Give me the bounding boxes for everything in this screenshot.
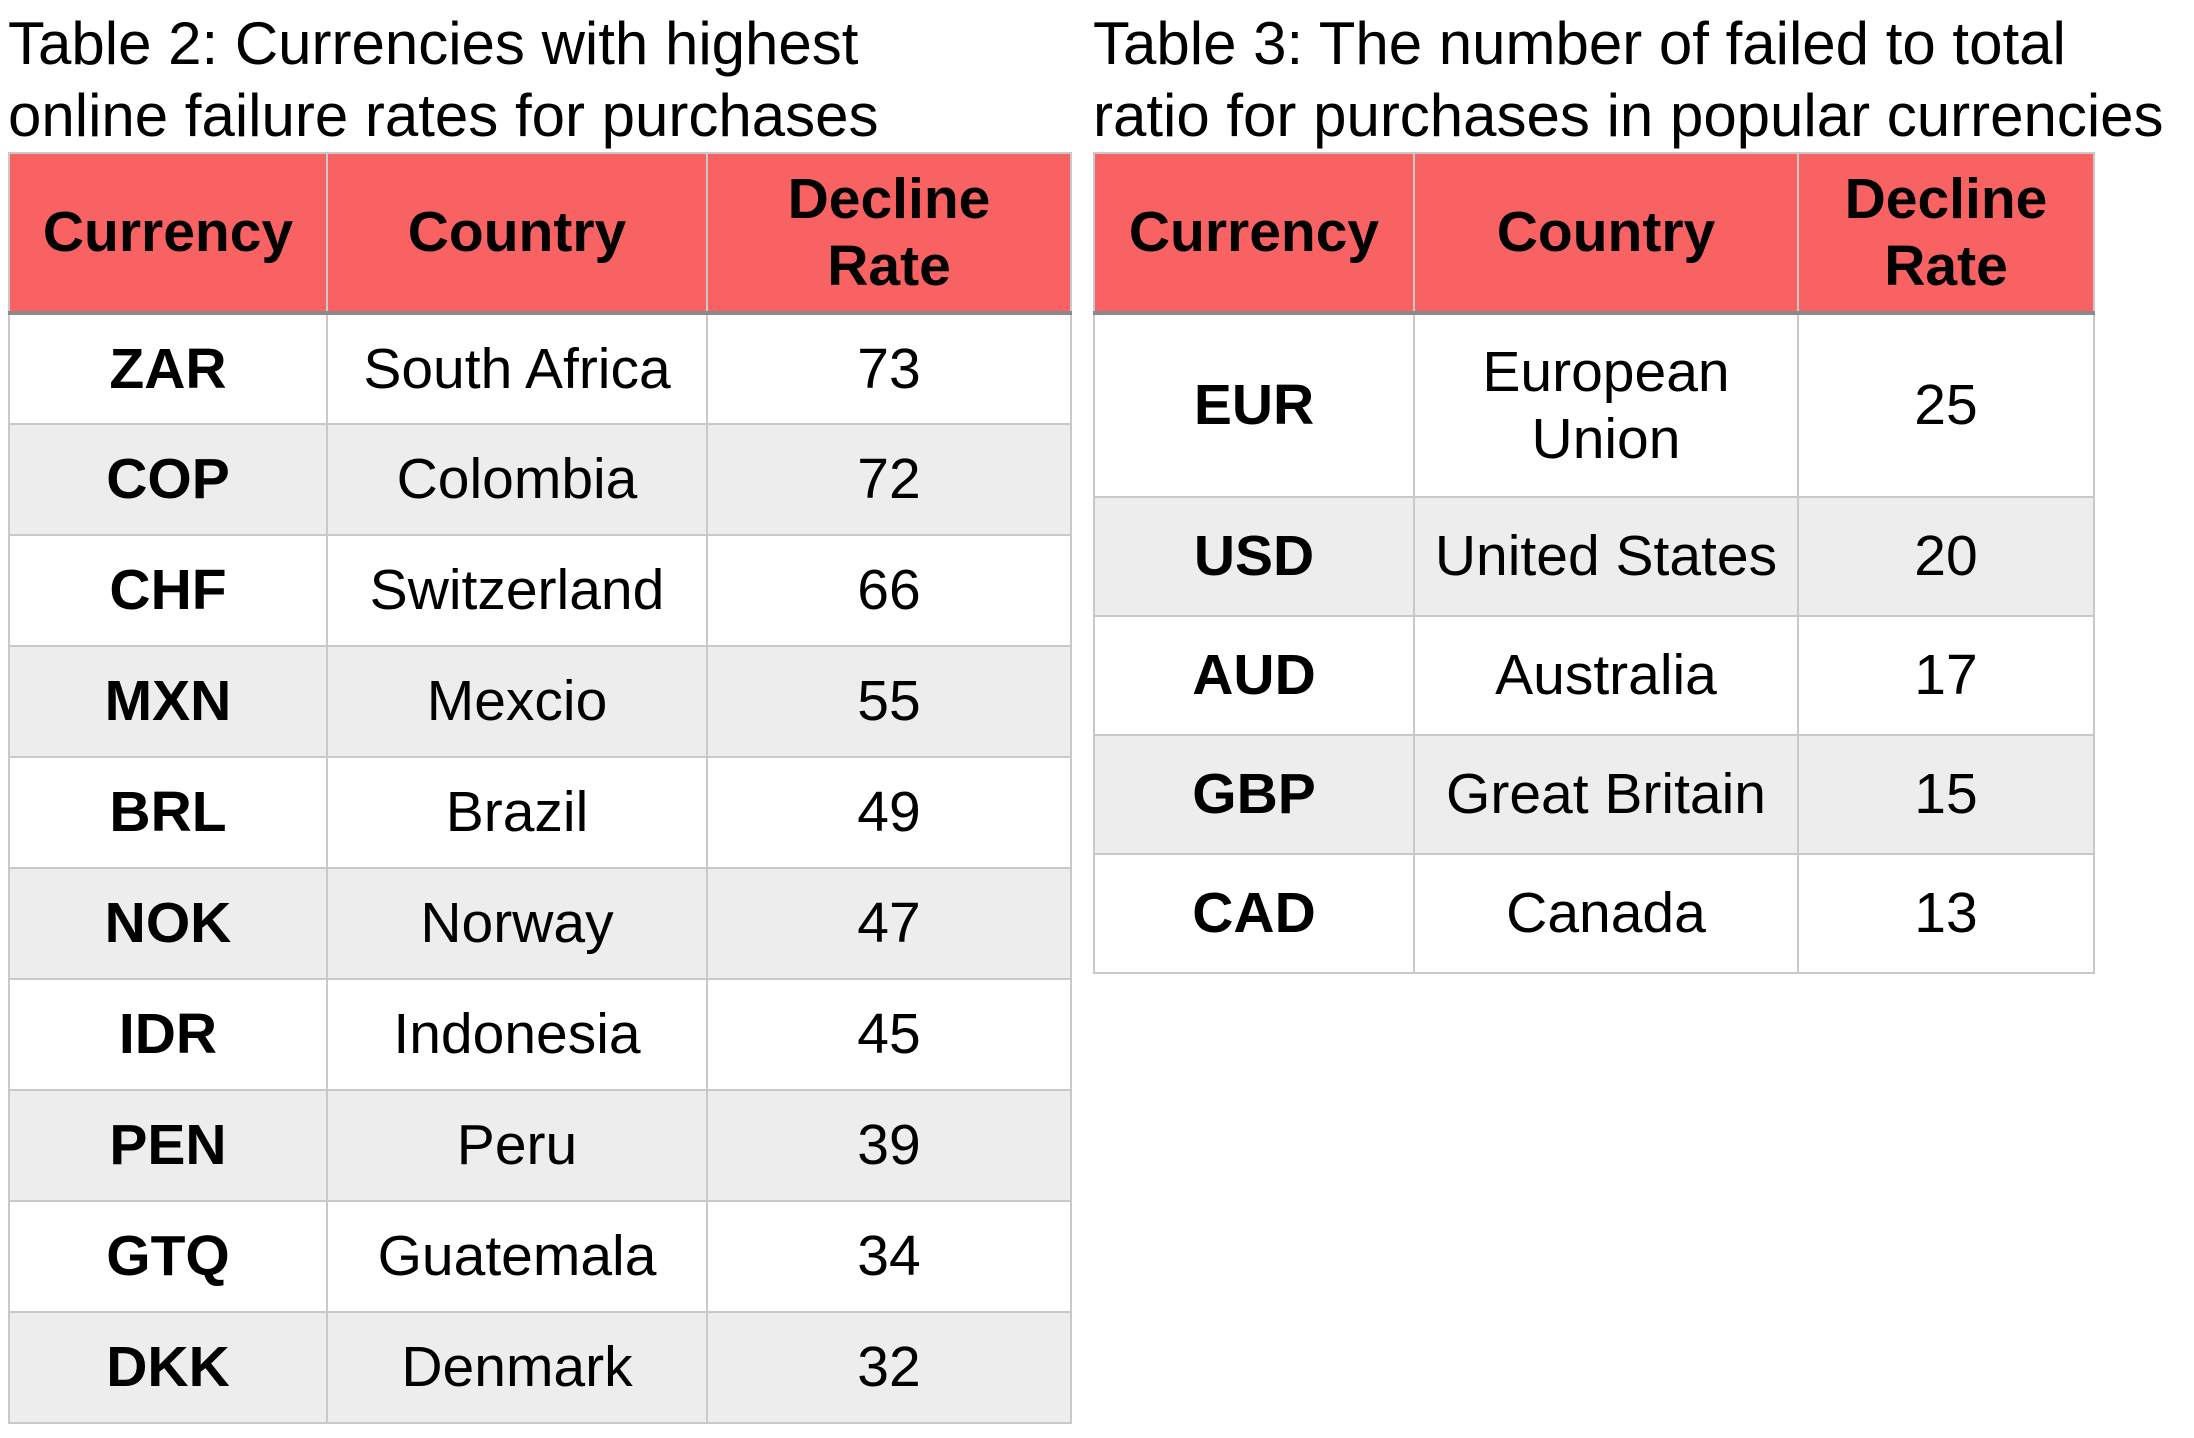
table-3-caption-line-1: Table 3: The number of failed to total	[1093, 10, 2066, 77]
currency-code-cell: DKK	[8, 1311, 328, 1424]
currency-code-cell: COP	[8, 423, 328, 536]
table-2-caption-line-1: Table 2: Currencies with highest	[8, 10, 859, 77]
decline-rate-cell: 39	[706, 1089, 1072, 1202]
currency-code-cell: BRL	[8, 756, 328, 869]
table-row: PEN Peru 39	[8, 1089, 1072, 1202]
table-2-caption: Table 2: Currencies with highest online f…	[8, 8, 1070, 152]
decline-rate-cell: 15	[1797, 734, 2095, 855]
table-2-section: Table 2: Currencies with highest online f…	[8, 0, 1072, 1424]
table-row: AUD Australia 17	[1093, 615, 2095, 736]
decline-rate-cell: 34	[706, 1200, 1072, 1313]
table-3-header-currency: Currency	[1093, 152, 1415, 315]
currency-code-cell: ZAR	[8, 312, 328, 425]
decline-rate-cell: 13	[1797, 853, 2095, 974]
country-cell: South Africa	[326, 312, 708, 425]
country-cell: United States	[1413, 496, 1799, 617]
currency-code-cell: MXN	[8, 645, 328, 758]
decline-rate-cell: 17	[1797, 615, 2095, 736]
table-2-header-country: Country	[326, 152, 708, 315]
currency-code-cell: IDR	[8, 978, 328, 1091]
decline-rate-cell: 55	[706, 645, 1072, 758]
country-cell: Mexcio	[326, 645, 708, 758]
table-3-section: Table 3: The number of failed to total ra…	[1093, 0, 2164, 974]
currency-code-cell: USD	[1093, 496, 1415, 617]
decline-rate-cell: 45	[706, 978, 1072, 1091]
country-cell: European Union	[1413, 312, 1799, 498]
table-row: MXN Mexcio 55	[8, 645, 1072, 758]
country-cell: Peru	[326, 1089, 708, 1202]
decline-rate-cell: 73	[706, 312, 1072, 425]
table-2-header-row: Currency Country Decline Rate	[8, 152, 1072, 315]
decline-rate-cell: 32	[706, 1311, 1072, 1424]
currency-code-cell: GTQ	[8, 1200, 328, 1313]
currency-code-cell: CAD	[1093, 853, 1415, 974]
currency-code-cell: AUD	[1093, 615, 1415, 736]
table-row: GTQ Guatemala 34	[8, 1200, 1072, 1313]
country-cell: Guatemala	[326, 1200, 708, 1313]
country-cell: Colombia	[326, 423, 708, 536]
table-row: EUR European Union 25	[1093, 312, 2095, 498]
table-2-caption-line-2: online failure rates for purchases	[8, 82, 879, 149]
currency-code-cell: CHF	[8, 534, 328, 647]
country-cell: Switzerland	[326, 534, 708, 647]
country-cell: Denmark	[326, 1311, 708, 1424]
table-row: IDR Indonesia 45	[8, 978, 1072, 1091]
decline-rate-cell: 20	[1797, 496, 2095, 617]
currency-code-cell: NOK	[8, 867, 328, 980]
table-3-caption: Table 3: The number of failed to total ra…	[1093, 8, 2164, 152]
table-row: COP Colombia 72	[8, 423, 1072, 536]
table-row: DKK Denmark 32	[8, 1311, 1072, 1424]
table-2-header-decline-rate: Decline Rate	[706, 152, 1072, 315]
country-cell: Indonesia	[326, 978, 708, 1091]
table-row: GBP Great Britain 15	[1093, 734, 2095, 855]
table-3-caption-line-2: ratio for purchases in popular currencie…	[1093, 82, 2164, 149]
decline-rate-cell: 47	[706, 867, 1072, 980]
table-2-header-currency: Currency	[8, 152, 328, 315]
table-3: Currency Country Decline Rate EUR Europe…	[1093, 152, 2095, 974]
table-row: BRL Brazil 49	[8, 756, 1072, 869]
currency-code-cell: EUR	[1093, 312, 1415, 498]
currency-code-cell: GBP	[1093, 734, 1415, 855]
table-3-header-row: Currency Country Decline Rate	[1093, 152, 2095, 315]
table-3-header-country: Country	[1413, 152, 1799, 315]
table-2: Currency Country Decline Rate ZAR South …	[8, 152, 1072, 1424]
country-cell: Australia	[1413, 615, 1799, 736]
decline-rate-cell: 49	[706, 756, 1072, 869]
table-row: ZAR South Africa 73	[8, 312, 1072, 425]
currency-code-cell: PEN	[8, 1089, 328, 1202]
decline-rate-cell: 66	[706, 534, 1072, 647]
table-row: CHF Switzerland 66	[8, 534, 1072, 647]
table-row: NOK Norway 47	[8, 867, 1072, 980]
decline-rate-cell: 72	[706, 423, 1072, 536]
country-cell: Canada	[1413, 853, 1799, 974]
decline-rate-cell: 25	[1797, 312, 2095, 498]
table-3-header-decline-rate: Decline Rate	[1797, 152, 2095, 315]
country-cell: Great Britain	[1413, 734, 1799, 855]
table-row: USD United States 20	[1093, 496, 2095, 617]
country-cell: Brazil	[326, 756, 708, 869]
table-row: CAD Canada 13	[1093, 853, 2095, 974]
country-cell: Norway	[326, 867, 708, 980]
